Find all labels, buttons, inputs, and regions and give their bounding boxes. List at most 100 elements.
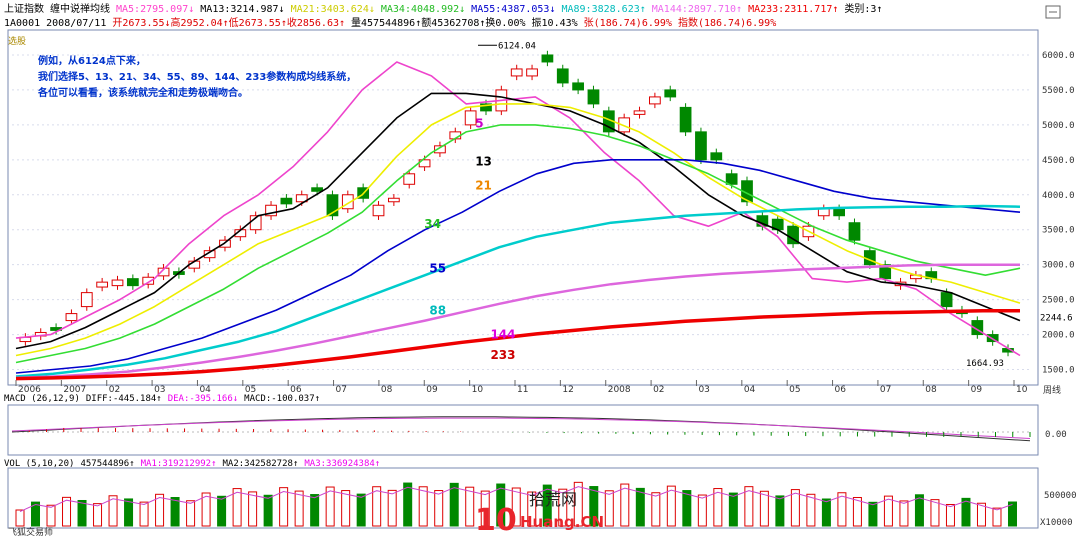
vol-bar — [790, 489, 800, 527]
hdr1-item: MA144:2897.710↑ — [652, 4, 742, 15]
candle — [649, 96, 661, 105]
vol-bar — [31, 501, 41, 527]
header-row-1: 上证指数 缠中说禅均线 MA5:2795.097↓ MA13:3214.987↓ MA2… — [4, 2, 882, 15]
y-tick-label: 3000.0 — [1042, 261, 1075, 271]
vol-bar — [170, 497, 180, 527]
vol-bar — [992, 507, 1002, 527]
vol-panel — [7, 467, 1039, 529]
svg-text:拾荒网: 拾荒网 — [529, 490, 577, 509]
candle — [556, 68, 569, 84]
hdr1-item: MA55:4387.053↓ — [471, 4, 555, 15]
vol-bar — [527, 491, 537, 527]
vol-bar — [821, 498, 831, 527]
candle — [541, 54, 554, 63]
candle — [96, 281, 109, 288]
vol-bar — [620, 483, 630, 527]
candle — [510, 68, 523, 77]
vol-bar — [682, 490, 692, 527]
vol-header-item: MA2:342582728↑ — [223, 459, 299, 469]
vol-bar — [635, 487, 645, 527]
y-tick-label: 3500.0 — [1042, 226, 1075, 236]
footer-app: 飞狐交易师 — [8, 526, 53, 538]
price-annotation: 1664.93 — [966, 359, 1004, 369]
vol-bar — [325, 486, 335, 527]
hdr2-item: 张(186.74)6.99% 指数(186.74)6.99% — [584, 16, 777, 29]
candle — [710, 152, 723, 161]
candle — [848, 222, 861, 241]
vol-bar — [1007, 501, 1017, 527]
candle — [311, 187, 323, 192]
y-tick-label: 5500.0 — [1042, 86, 1075, 96]
main-panel — [7, 29, 1039, 386]
x-tick-label: 2007 — [63, 385, 86, 395]
vol-bar — [263, 494, 273, 527]
macd-header-item: DIFF:-445.184↑ — [86, 394, 162, 404]
hdr1-item: MA233:2311.717↑ — [748, 4, 838, 15]
vol-bar — [449, 482, 459, 527]
candle — [480, 103, 492, 112]
ma-label-233: 233 — [490, 348, 515, 362]
vol-bar — [387, 489, 397, 527]
vol-bar — [806, 493, 816, 527]
vol-bar — [542, 484, 552, 527]
candle — [833, 208, 846, 217]
ma-label-88: 88 — [429, 303, 446, 317]
x-tick-label: 08 — [381, 385, 393, 395]
hdr1-item: MA13:3214.987↓ — [200, 4, 284, 15]
vol-ma-line — [19, 486, 1013, 513]
vol-bar — [62, 496, 72, 527]
vol-bar — [899, 500, 909, 527]
candle — [664, 89, 677, 98]
candle — [633, 110, 646, 115]
x-tick-label: 05 — [789, 385, 800, 395]
y-tick-label: 6000.0 — [1042, 51, 1075, 61]
hdr1-item: MA89:3828.623↑ — [561, 4, 645, 15]
macd-header-item: MACD (26,12,9) — [4, 394, 80, 404]
vol-bar — [558, 488, 568, 527]
vol-bar — [217, 495, 227, 527]
x-tick-label: 08 — [925, 385, 937, 395]
vol-bar — [744, 486, 754, 527]
ma-line-13 — [15, 92, 1021, 350]
candle — [679, 106, 692, 133]
candle — [126, 278, 139, 287]
vol-bar — [945, 503, 955, 527]
vol-bar — [294, 490, 304, 527]
x-tick-label: 09 — [426, 385, 438, 395]
candle — [971, 320, 984, 336]
x-tick-label: 06 — [835, 385, 847, 395]
x-tick-label: 03 — [698, 385, 709, 395]
panel-toggle-icon[interactable] — [1045, 5, 1061, 19]
x-tick-label: 04 — [744, 385, 756, 395]
x-tick-label: 02 — [653, 385, 664, 395]
annotation-line-3: 各位可以看看，该系统就完全和走势极端吻合。 — [37, 86, 248, 99]
vol-bar — [511, 487, 521, 527]
vol-bar — [914, 494, 924, 527]
vol-bar — [976, 502, 986, 527]
y-tick-label: 1500.0 — [1042, 366, 1075, 376]
macd-header-item: MACD:-100.037↑ — [244, 394, 320, 404]
period-label[interactable]: 周线 — [1043, 384, 1061, 396]
vol-bar — [697, 494, 707, 527]
select-tag[interactable]: 选股 — [8, 35, 26, 47]
candle — [879, 264, 892, 280]
candle — [587, 89, 600, 105]
ma-line-55 — [15, 159, 1021, 374]
candle — [403, 173, 416, 185]
x-tick-label: 2006 — [18, 385, 41, 395]
x-tick-label: 07 — [880, 385, 891, 395]
vol-bar — [186, 500, 196, 527]
x-tick-label: 10 — [472, 385, 484, 395]
ma-label-55: 55 — [429, 262, 446, 276]
candle — [65, 313, 78, 322]
annotation-box: 例如，从6124点下来， 我们选择5、13、21、34、55、89、144、23… — [37, 54, 356, 99]
vol-bar — [310, 494, 320, 527]
y-tick-label: 4000.0 — [1042, 191, 1075, 201]
candle — [326, 194, 339, 217]
hdr2-item: 1A0001 2008/07/11 — [4, 18, 106, 29]
price-annotation: 2244.6 — [1040, 313, 1073, 323]
vol-bar — [852, 497, 862, 527]
vol-bar — [248, 491, 258, 527]
ma-line-233 — [15, 309, 1020, 381]
vol-bar — [341, 490, 351, 527]
